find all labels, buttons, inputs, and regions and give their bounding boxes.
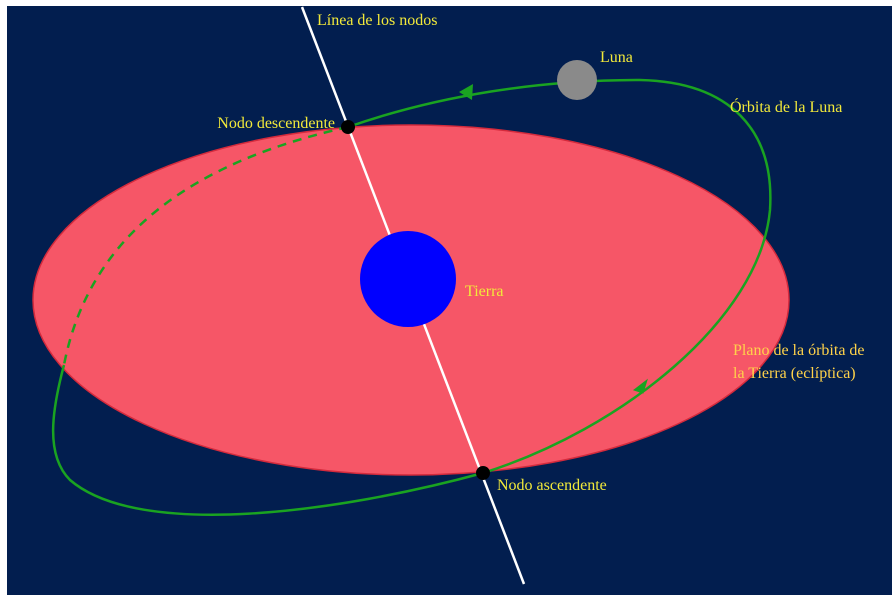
- moon-orbit-label: Órbita de la Luna: [730, 97, 842, 116]
- descending-node-label: Nodo descendente: [217, 115, 335, 132]
- ecliptic-label-line1: Plano de la órbita de: [733, 342, 865, 359]
- moon-label: Luna: [600, 49, 633, 66]
- orbit-direction-arrow-right: [632, 378, 648, 394]
- moon-orbit-hidden-arc: [62, 125, 349, 366]
- moon: [557, 60, 597, 100]
- moon-orbit-visible-arc: [51, 78, 772, 516]
- ascending-node-marker: [476, 466, 490, 480]
- ascending-node-label: Nodo ascendente: [497, 477, 607, 494]
- earth-label: Tierra: [465, 283, 504, 300]
- descending-node-marker: [341, 120, 355, 134]
- ecliptic-label-line2: la Tierra (eclíptica): [733, 365, 856, 382]
- orbit-direction-arrow-top: [459, 84, 473, 100]
- line-of-nodes-label: Línea de los nodos: [317, 12, 437, 29]
- earth: [360, 231, 456, 327]
